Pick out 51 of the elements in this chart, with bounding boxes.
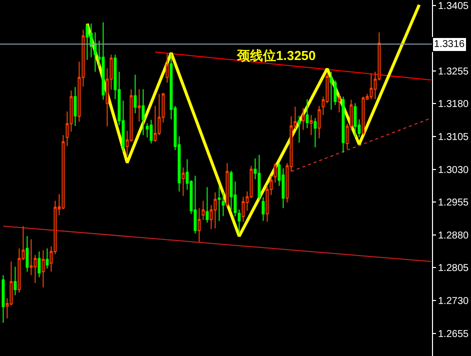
- annotation: 颈线位1.3250: [236, 48, 316, 63]
- candlestick: [74, 86, 77, 126]
- candlestick: [370, 73, 373, 100]
- candlestick: [298, 115, 301, 144]
- candlestick: [102, 22, 105, 100]
- candlestick: [354, 102, 357, 138]
- candlestick: [42, 250, 45, 288]
- candlestick: [198, 208, 201, 242]
- candlestick: [274, 162, 277, 184]
- candlestick: [206, 186, 209, 224]
- candlestick: [258, 154, 261, 200]
- candlestick: [150, 119, 153, 144]
- candlestick: [238, 208, 241, 234]
- y-tick-label: 1.2655: [438, 328, 470, 340]
- candlestick: [166, 53, 169, 84]
- candlestick: [138, 88, 141, 122]
- candlestick: [46, 248, 49, 270]
- candlestick: [222, 192, 225, 217]
- candlestick: [194, 175, 197, 234]
- candlestick: [182, 167, 185, 196]
- y-tick-label: 1.3030: [438, 164, 470, 176]
- y-tick-label: 1.3255: [438, 66, 470, 78]
- ref-line-label: 1.3316: [434, 39, 466, 50]
- candlestick: [226, 162, 229, 208]
- candlestick: [26, 236, 29, 272]
- candlestick: [306, 98, 309, 129]
- candlestick: [134, 74, 137, 114]
- y-tick-label: 1.3180: [438, 99, 470, 110]
- candlestick: [310, 114, 313, 136]
- candlestick: [202, 200, 205, 220]
- candlestick: [2, 274, 5, 324]
- candlestick: [314, 118, 317, 148]
- candlestick: [262, 196, 265, 222]
- candlestick: [302, 108, 305, 130]
- candlestick: [318, 105, 321, 139]
- y-tick-label: 1.2730: [438, 296, 470, 307]
- candlestick: [342, 96, 345, 154]
- y-tick-label: 1.3405: [438, 0, 470, 12]
- y-tick-label: 1.2955: [438, 198, 470, 209]
- candlestick: [330, 71, 333, 110]
- y-tick-label: 1.2880: [438, 230, 470, 242]
- y-tick-label: 1.3105: [438, 132, 470, 143]
- candlestick: [338, 94, 341, 113]
- y-tick-label: 1.2805: [438, 263, 470, 274]
- candlestick: [38, 250, 41, 278]
- candlestick: [14, 266, 17, 296]
- candlestick: [86, 23, 89, 60]
- candlestick: [218, 185, 221, 222]
- candlestick: [142, 88, 145, 136]
- candlestick: [214, 192, 217, 229]
- candlestick: [362, 96, 365, 136]
